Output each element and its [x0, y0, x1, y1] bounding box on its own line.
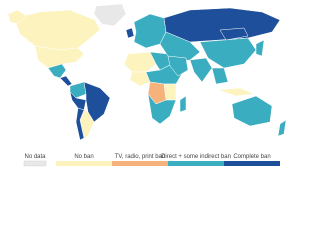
central-america: [59, 75, 73, 87]
legend-label: No data: [24, 154, 46, 160]
south-africa: [147, 93, 177, 125]
west-africa: [129, 71, 151, 87]
legend-label: Complete ban: [233, 154, 270, 160]
tanzania: [163, 83, 177, 101]
world-map: [7, 3, 287, 141]
legend-swatch: [168, 161, 224, 166]
australia: [231, 95, 273, 127]
indonesia: [217, 87, 255, 97]
greenland: [93, 3, 127, 27]
russia: [163, 7, 281, 43]
legend-swatch: [224, 161, 280, 166]
mongolia: [219, 27, 249, 41]
legend-label: TV, radio, print ban: [115, 154, 165, 160]
map-page: No data No ban TV, radio, print banDirect …: [7, 3, 287, 167]
legend-label: No ban: [74, 154, 93, 160]
india: [189, 57, 213, 83]
japan: [255, 39, 265, 57]
middle-east: [167, 55, 189, 77]
alaska: [7, 9, 27, 25]
legend-swatch: [23, 160, 47, 167]
mexico: [47, 63, 67, 79]
usa: [34, 45, 85, 69]
legend-swatch: [112, 161, 168, 166]
uk: [125, 27, 135, 39]
legend-label: Direct + some indirect ban: [161, 154, 231, 160]
southeast-asia: [211, 67, 229, 85]
canada: [13, 9, 101, 51]
new-zealand: [277, 119, 287, 137]
legend: No data No ban TV, radio, print banDirect …: [23, 154, 280, 167]
china: [199, 37, 257, 69]
legend-swatch: [56, 161, 112, 166]
north-africa: [123, 51, 157, 73]
colombia: [69, 81, 87, 99]
madagascar: [179, 95, 187, 113]
chile: [75, 107, 85, 141]
